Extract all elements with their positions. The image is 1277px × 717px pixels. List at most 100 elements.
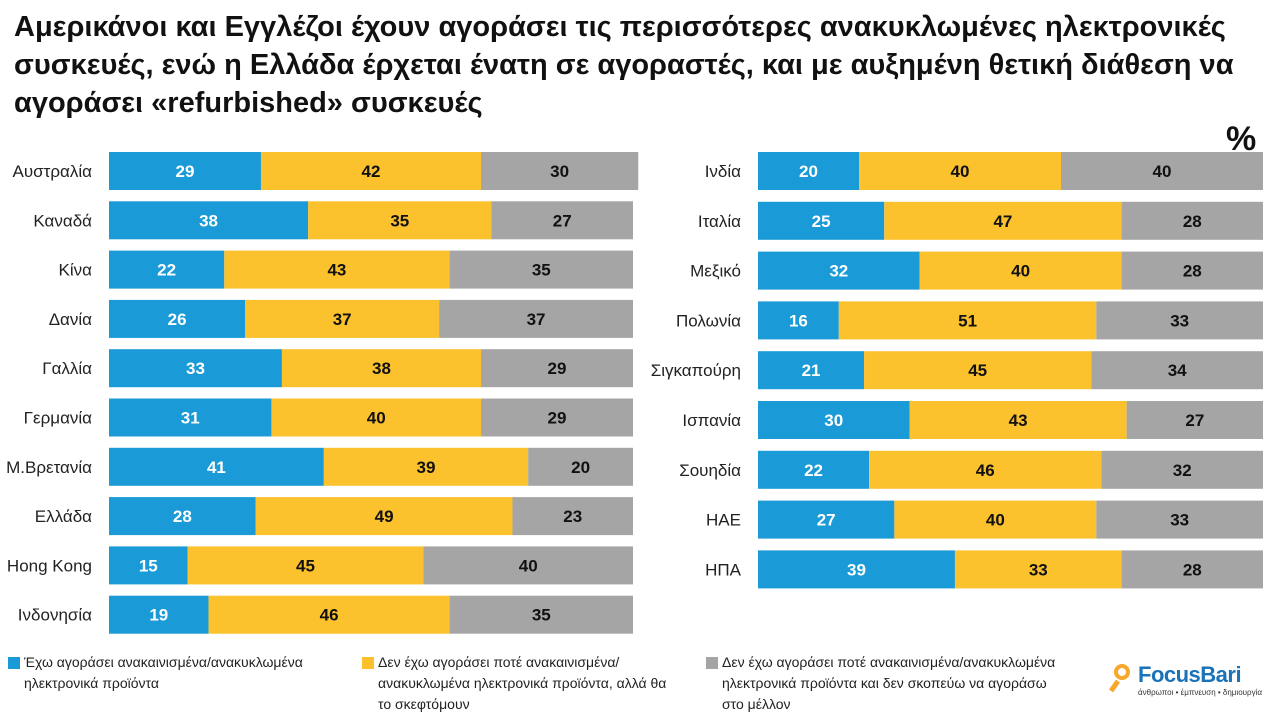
data-label: 25 [812, 212, 831, 231]
bar-segment-would-consider [909, 401, 1127, 439]
data-label: 35 [532, 606, 551, 625]
data-label: 26 [168, 310, 187, 329]
bar-segment-bought [109, 595, 209, 634]
bar-segment-bought [758, 152, 859, 190]
category-label: Ινδία [705, 162, 741, 181]
bar-segment-would-consider [954, 550, 1122, 589]
bar-segment-would-consider [919, 251, 1122, 290]
bar-segment-bought [758, 401, 910, 439]
data-label: 47 [993, 212, 1012, 231]
data-label: 35 [390, 211, 409, 230]
category-label: Πολωνία [676, 311, 741, 330]
data-label: 28 [173, 507, 192, 526]
data-label: 30 [550, 162, 569, 181]
category-label: Δανία [49, 310, 92, 329]
data-label: 20 [571, 458, 590, 477]
data-label: 29 [548, 359, 567, 378]
bar-segment-never [1096, 500, 1263, 539]
bar-segment-never [449, 250, 633, 289]
data-label: 45 [968, 361, 987, 380]
bar-segment-never [1121, 550, 1263, 589]
bar-segment-would-consider [308, 201, 492, 240]
data-label: 15 [139, 556, 158, 575]
data-label: 40 [986, 511, 1005, 530]
data-label: 43 [1009, 411, 1028, 430]
category-label: ΗΑΕ [706, 511, 741, 530]
bar-segment-would-consider [255, 497, 513, 536]
data-label: 22 [804, 461, 823, 480]
data-label: 42 [362, 162, 381, 181]
bar-segment-bought [109, 497, 256, 536]
bar-segment-bought [758, 450, 870, 489]
category-label: Ισπανία [682, 411, 741, 430]
data-label: 30 [824, 411, 843, 430]
bar-segment-would-consider [323, 447, 529, 486]
bar-segment-would-consider [838, 301, 1097, 340]
data-label: 28 [1183, 560, 1202, 579]
focusbari-logo: FocusBari άνθρωποι • έμπνευση • δημιουργ… [1109, 660, 1272, 710]
bar-segment-bought [758, 201, 885, 240]
data-label: 31 [181, 409, 200, 428]
data-label: 40 [367, 409, 386, 428]
legend-swatch-never [706, 657, 718, 669]
bar-segment-never [449, 595, 633, 634]
category-label: Ιταλία [698, 212, 741, 231]
logo-name: FocusBari [1138, 662, 1242, 687]
category-label: Σουηδία [679, 461, 741, 480]
data-label: 16 [789, 311, 808, 330]
data-label: 28 [1183, 212, 1202, 231]
legend-swatch-would-consider [362, 657, 374, 669]
logo-tagline: άνθρωποι • έμπνευση • δημιουργία [1138, 688, 1262, 697]
bar-segment-never [512, 497, 633, 536]
bar-segment-never [1091, 351, 1263, 390]
data-label: 32 [829, 262, 848, 281]
data-label: 41 [207, 458, 226, 477]
data-label: 35 [532, 261, 551, 280]
category-label: ΗΠΑ [705, 560, 742, 579]
data-label: 22 [157, 261, 176, 280]
data-label: 45 [296, 556, 315, 575]
data-label: 32 [1173, 461, 1192, 480]
bar-segment-bought [109, 546, 188, 585]
bar-segment-bought [758, 301, 839, 340]
data-label: 38 [372, 359, 391, 378]
unit-label: % [1226, 120, 1257, 158]
magnifier-icon [1114, 664, 1130, 680]
data-label: 27 [553, 211, 572, 230]
data-label: 23 [563, 507, 582, 526]
bar-segment-never [481, 398, 633, 437]
data-label: 39 [417, 458, 436, 477]
data-label: 40 [1011, 262, 1030, 281]
category-label: Κίνα [59, 261, 93, 280]
data-label: 20 [799, 162, 818, 181]
bar-segment-would-consider [894, 500, 1097, 539]
category-label: Σιγκαπούρη [651, 361, 741, 380]
bar-segment-never [491, 201, 633, 240]
bar-segment-would-consider [271, 398, 482, 437]
bar-segment-bought [758, 500, 895, 539]
bar-segment-never [423, 546, 633, 585]
legend-label-would-consider: Δεν έχω αγοράσει ποτέ ανακαινισμένα/ανακ… [378, 654, 667, 712]
bar-segment-never [439, 299, 633, 338]
bar-segment-never [1121, 201, 1263, 240]
bar-segment-bought [109, 299, 246, 338]
bar-segment-bought [109, 250, 225, 289]
bar-segment-bought [758, 251, 920, 290]
category-label: Αυστραλία [13, 162, 93, 181]
bar-segment-never [1121, 251, 1263, 290]
chart-title: Αμερικάνοι και Εγγλέζοι έχουν αγοράσει τ… [14, 11, 1234, 119]
data-label: 40 [1153, 162, 1172, 181]
data-label: 19 [149, 606, 168, 625]
data-label: 40 [519, 556, 538, 575]
legend-label-never: Δεν έχω αγοράσει ποτέ ανακαινισμένα/ανακ… [722, 654, 1056, 712]
data-label: 29 [176, 162, 195, 181]
bar-segment-would-consider [224, 250, 450, 289]
category-label: Hong Kong [7, 556, 92, 575]
bar-segment-would-consider [187, 546, 424, 585]
bar-segment-would-consider [260, 152, 482, 190]
data-label: 39 [847, 560, 866, 579]
bar-segment-bought [758, 351, 865, 390]
bar-segment-would-consider [208, 595, 450, 634]
data-label: 27 [817, 511, 836, 530]
